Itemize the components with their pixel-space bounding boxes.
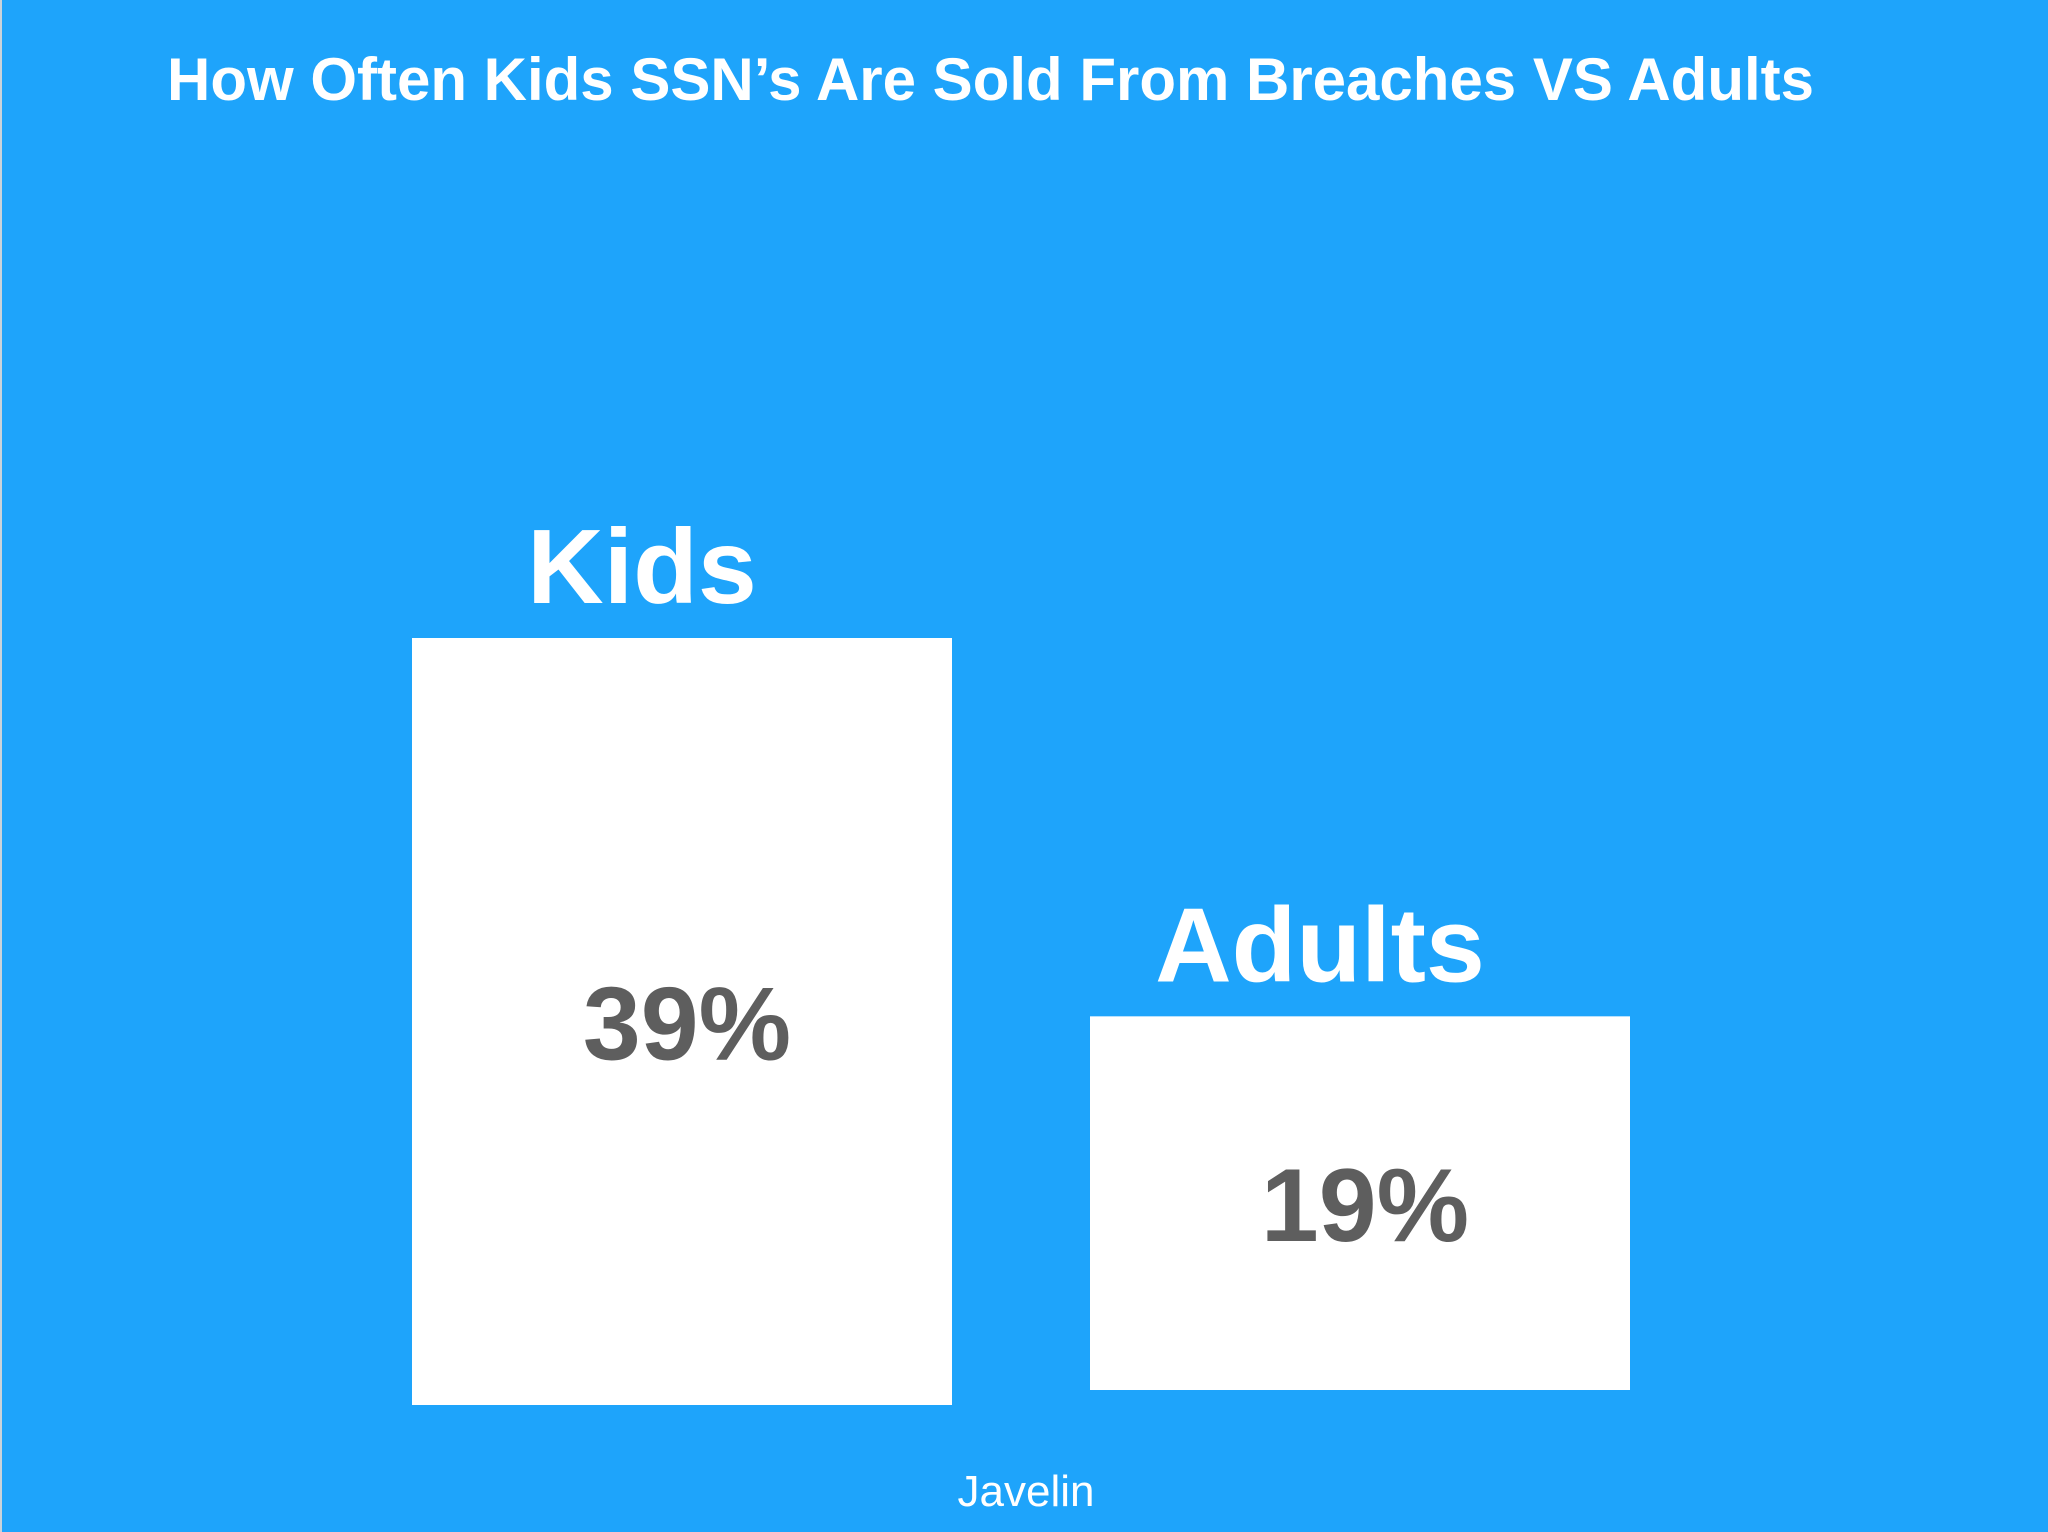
value-label-kids: 39% <box>583 967 791 1083</box>
category-label-kids: Kids <box>527 508 757 626</box>
source-label: Javelin <box>957 1467 1095 1516</box>
bar-kids <box>412 638 952 1405</box>
value-label-adults: 19% <box>1261 1148 1469 1264</box>
bar-adults <box>1090 1016 1630 1390</box>
category-label-adults: Adults <box>1155 886 1485 1004</box>
chart-title: How Often Kids SSN’s Are Sold From Breac… <box>167 46 1814 113</box>
